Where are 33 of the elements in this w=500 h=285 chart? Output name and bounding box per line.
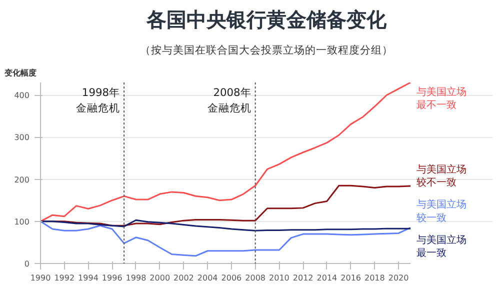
- chart-subtitle: （按与美国在联合国大会投票立场的一致程度分组）: [140, 44, 393, 56]
- y-tick-label: 100: [14, 217, 30, 226]
- y-tick-label: 300: [14, 133, 30, 142]
- ref-line-label: 2008年金融危机: [207, 86, 252, 114]
- series-label: 与美国立场较一致: [416, 198, 466, 224]
- line-series: [40, 219, 412, 232]
- x-tick-label: 2002: [174, 274, 194, 282]
- x-tick-label: 2000: [150, 274, 170, 282]
- series-label: 与美国立场最不一致: [416, 86, 466, 112]
- x-tick-label: 1992: [54, 274, 75, 282]
- x-tick-label: 2020: [388, 274, 409, 282]
- x-tick-label: 2016: [340, 274, 361, 282]
- x-tick-label: 2004: [197, 274, 218, 282]
- series-label: 与美国立场较不一致: [416, 164, 466, 189]
- chart-title: 各国中央银行黄金储备变化: [146, 8, 388, 32]
- y-tick-label: 200: [14, 175, 30, 184]
- y-tick-label: 400: [14, 91, 30, 100]
- y-tick-label: 0: [24, 260, 30, 268]
- series-label: 与美国立场最一致: [416, 234, 466, 260]
- x-tick-label: 1998: [126, 274, 146, 282]
- x-tick-label: 2012: [292, 274, 314, 282]
- x-tick-label: 1990: [30, 274, 51, 282]
- x-tick-label: 1994: [78, 274, 98, 282]
- y-axis-title: 变化幅度: [4, 68, 36, 78]
- line-series: [40, 220, 412, 257]
- x-tick-label: 2008: [245, 274, 266, 282]
- x-tick-label: 1996: [102, 274, 122, 282]
- x-tick-label: 2018: [364, 274, 385, 282]
- x-tick-label: 2006: [221, 274, 242, 282]
- x-tick-label: 2010: [269, 274, 290, 282]
- line-series: [40, 82, 412, 222]
- x-tick-label: 2014: [316, 274, 338, 282]
- ref-line-label: 1998年金融危机: [76, 86, 120, 114]
